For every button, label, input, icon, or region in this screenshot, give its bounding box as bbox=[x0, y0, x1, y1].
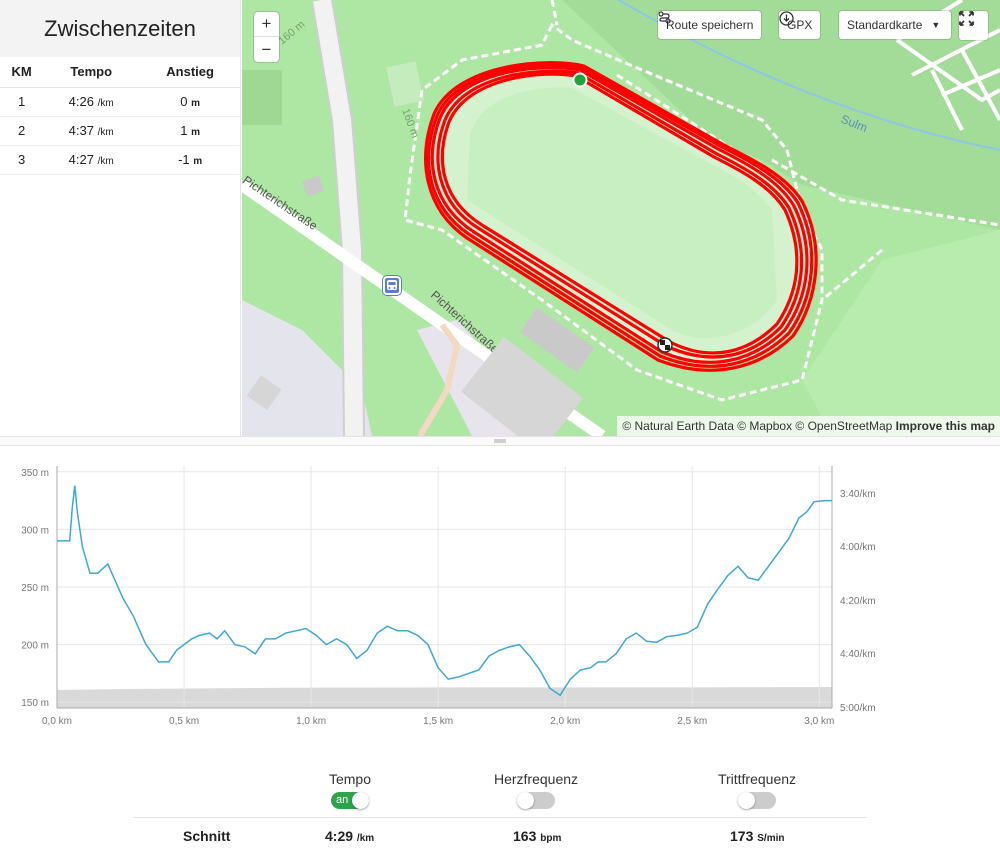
splits-panel: Zwischenzeiten KM Tempo Anstieg 1 4:26 /… bbox=[0, 0, 241, 436]
fullscreen-button[interactable] bbox=[959, 11, 988, 40]
chart-svg[interactable]: 350 m 300 m 250 m 200 m 150 m 0,0 km 0,5 km 1,0… bbox=[0, 456, 1000, 736]
route-icon bbox=[658, 11, 671, 24]
save-route-button[interactable]: Route speichern bbox=[658, 11, 762, 39]
table-row: 3 4:27 /km -1 m bbox=[0, 145, 241, 175]
map-style-label: Standardkarte bbox=[847, 18, 923, 32]
split-ascent: -1 m bbox=[139, 145, 241, 175]
y-right-tick-label: 3:40/km bbox=[840, 489, 876, 500]
toggle-heartrate-label: Herzfrequenz bbox=[493, 771, 579, 787]
side-road bbox=[417, 323, 461, 436]
baseline-band bbox=[57, 687, 832, 708]
summary-row: Schnitt 4:29 /km 163 bpm 173 S/min bbox=[133, 817, 867, 853]
split-km: 1 bbox=[0, 87, 44, 117]
zoom-out-button[interactable]: − bbox=[261, 39, 272, 59]
building bbox=[301, 175, 325, 197]
header-ascent: Anstieg bbox=[139, 57, 241, 88]
football-field bbox=[467, 87, 777, 339]
y-right-tick-label: 5:00/km bbox=[840, 703, 876, 714]
building bbox=[519, 307, 595, 373]
cadence-switch[interactable] bbox=[738, 792, 776, 809]
building bbox=[461, 336, 583, 436]
gpx-label: GPX bbox=[787, 18, 813, 32]
splits-title: Zwischenzeiten bbox=[0, 0, 240, 57]
fullscreen-icon bbox=[959, 11, 974, 26]
x-tick-label: 1,0 km bbox=[296, 716, 326, 727]
header-km: KM bbox=[0, 57, 44, 88]
split-tempo: 4:26 /km bbox=[43, 87, 140, 117]
split-tempo: 4:37 /km bbox=[43, 116, 140, 146]
y-left-tick-label: 250 m bbox=[21, 583, 49, 594]
pace-series-line bbox=[57, 485, 832, 697]
route-map[interactable]: Sulm Pichterichstraße Pichterichstraße bbox=[242, 0, 1000, 436]
resize-handle[interactable] bbox=[494, 439, 506, 443]
route-finish-marker bbox=[657, 337, 673, 353]
y-left-tick-label: 200 m bbox=[21, 641, 49, 652]
resize-divider[interactable] bbox=[0, 436, 1000, 446]
switch-knob bbox=[352, 792, 369, 809]
toggle-tempo-label: Tempo bbox=[328, 771, 372, 787]
splits-table: KM Tempo Anstieg 1 4:26 /km 0 m 2 4:37 /… bbox=[0, 57, 241, 175]
x-tick-label: 3,0 km bbox=[804, 716, 834, 727]
toggle-cadence: Trittfrequenz bbox=[697, 771, 817, 809]
x-tick-label: 1,5 km bbox=[423, 716, 453, 727]
map-canvas[interactable]: Sulm Pichterichstraße Pichterichstraße bbox=[242, 0, 1000, 436]
x-tick-label: 0,5 km bbox=[169, 716, 199, 727]
y-left-tick-label: 150 m bbox=[21, 698, 49, 709]
x-tick-label: 0,0 km bbox=[42, 716, 72, 727]
attribution-text[interactable]: © Natural Earth Data © Mapbox © OpenStre… bbox=[622, 419, 893, 433]
x-tick-label: 2,0 km bbox=[550, 716, 580, 727]
summary-tempo: 4:29 /km bbox=[325, 828, 375, 844]
x-tick-label: 2,5 km bbox=[677, 716, 707, 727]
switch-on-text: an bbox=[336, 794, 349, 806]
toggle-cadence-label: Trittfrequenz bbox=[717, 771, 797, 787]
route-start-marker bbox=[572, 72, 588, 88]
split-ascent: 1 m bbox=[139, 116, 241, 146]
map-style-dropdown[interactable]: Standardkarte ▼ bbox=[839, 11, 951, 39]
y-left-tick-label: 350 m bbox=[21, 468, 49, 479]
river-sulm bbox=[616, 0, 1000, 151]
y-right-tick-label: 4:40/km bbox=[840, 649, 876, 660]
route-track bbox=[424, 61, 818, 372]
header-tempo: Tempo bbox=[43, 57, 140, 88]
summary-label: Schnitt bbox=[183, 828, 231, 844]
toggle-heartrate: Herzfrequenz bbox=[476, 771, 596, 809]
building bbox=[246, 375, 282, 411]
urban-area bbox=[242, 300, 372, 436]
gpx-download-button[interactable]: GPX bbox=[779, 11, 821, 39]
split-tempo: 4:27 /km bbox=[43, 145, 140, 175]
facility-boundary bbox=[403, 22, 824, 402]
elevation-chart[interactable]: 350 m 300 m 250 m 200 m 150 m 0,0 km 0,5 km 1,0… bbox=[0, 456, 1000, 736]
table-row: 2 4:37 /km 1 m bbox=[0, 116, 241, 146]
y-left-tick-label: 300 m bbox=[21, 525, 49, 536]
toggle-tempo: Tempo an bbox=[310, 771, 390, 809]
park-area bbox=[562, 0, 1000, 230]
building bbox=[386, 61, 424, 107]
map-attribution: © Natural Earth Data © Mapbox © OpenStre… bbox=[617, 416, 1000, 436]
summary-heartrate: 163 bpm bbox=[513, 828, 562, 844]
split-km: 3 bbox=[0, 145, 44, 175]
tempo-switch[interactable]: an bbox=[331, 792, 369, 809]
bus-stop-icon[interactable] bbox=[383, 276, 401, 295]
building bbox=[242, 70, 282, 125]
download-icon bbox=[779, 11, 794, 26]
summary-cadence: 173 S/min bbox=[730, 828, 785, 844]
table-row: 1 4:26 /km 0 m bbox=[0, 87, 241, 117]
y-right-tick-label: 4:20/km bbox=[840, 596, 876, 607]
split-km: 2 bbox=[0, 116, 44, 146]
zoom-in-button[interactable]: + bbox=[254, 12, 279, 37]
y-right-tick-label: 4:00/km bbox=[840, 542, 876, 553]
zoom-control: + − bbox=[254, 12, 279, 62]
meadow bbox=[802, 230, 1000, 436]
improve-map-link[interactable]: Improve this map bbox=[895, 419, 995, 433]
save-route-label: Route speichern bbox=[666, 18, 754, 32]
heartrate-switch[interactable] bbox=[517, 792, 555, 809]
caret-down-icon: ▼ bbox=[931, 20, 941, 30]
splits-header-row: KM Tempo Anstieg bbox=[0, 57, 241, 88]
switch-knob bbox=[517, 792, 534, 809]
split-ascent: 0 m bbox=[139, 87, 241, 117]
switch-knob bbox=[738, 792, 755, 809]
